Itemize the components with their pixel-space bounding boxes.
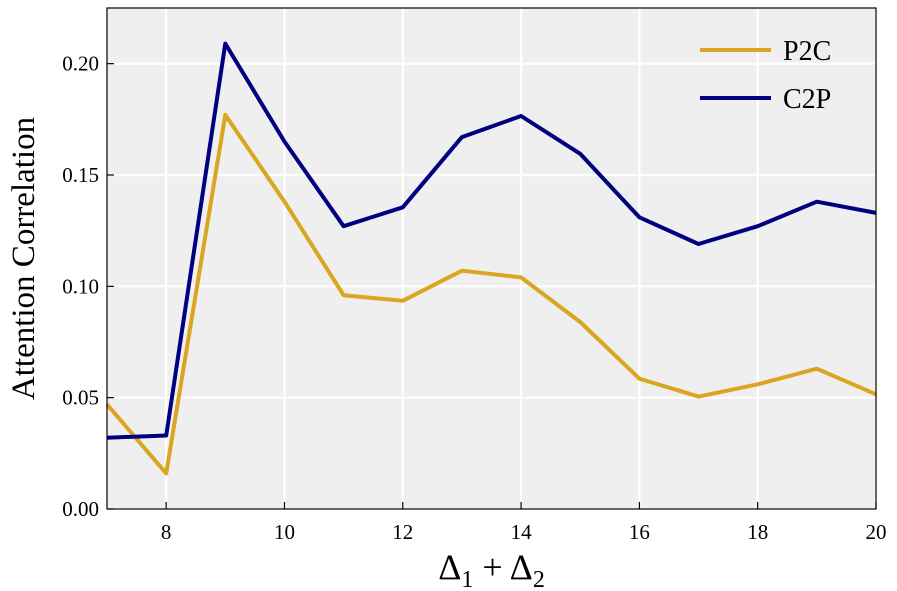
legend: P2C C2P bbox=[700, 36, 831, 115]
y-tick-label: 0.00 bbox=[62, 497, 99, 521]
x-axis-label: Δ1 + Δ2 bbox=[438, 547, 545, 591]
plot-frame bbox=[106, 7, 877, 510]
series-line-c2p bbox=[106, 41, 877, 440]
x-tick-label: 14 bbox=[511, 520, 533, 544]
axis-ticks: 8 10 12 14 16 18 20 0.00 0.05 0.10 0.15 0.20 bbox=[62, 52, 886, 544]
series-line-p2c bbox=[105, 112, 877, 476]
y-tick-label: 0.15 bbox=[62, 163, 99, 187]
x-tick-label: 20 bbox=[866, 520, 887, 544]
plot-area bbox=[107, 8, 876, 509]
y-tick-label: 0.10 bbox=[62, 274, 99, 298]
legend-label-p2c: P2C bbox=[783, 36, 831, 67]
x-tick-label: 12 bbox=[392, 520, 413, 544]
y-axis-label: Attention Correlation bbox=[6, 117, 42, 400]
x-tick-label: 10 bbox=[274, 520, 295, 544]
x-tick-label: 8 bbox=[161, 520, 172, 544]
legend-label-c2p: C2P bbox=[783, 84, 831, 115]
x-tick-label: 18 bbox=[747, 520, 768, 544]
y-tick-label: 0.20 bbox=[62, 52, 99, 76]
y-tick-label: 0.05 bbox=[62, 386, 99, 410]
x-tick-label: 16 bbox=[629, 520, 650, 544]
series-lines bbox=[105, 41, 877, 476]
